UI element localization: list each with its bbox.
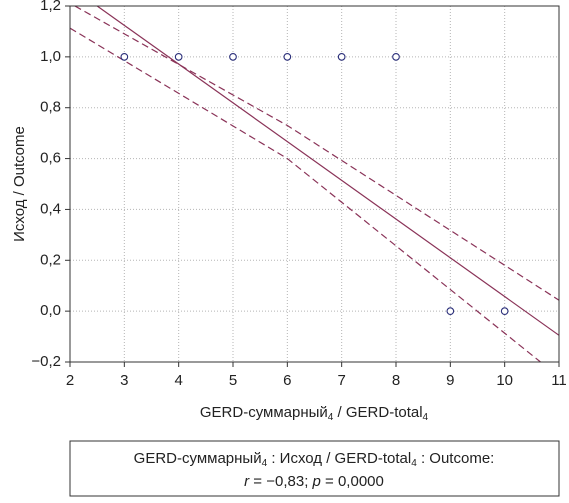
x-tick-label: 9: [446, 372, 454, 389]
x-tick-label: 3: [120, 372, 128, 389]
y-tick-label: 1,0: [40, 48, 61, 65]
x-label-sub: 4: [423, 412, 429, 423]
confidence-band-upper: [74, 6, 559, 301]
y-tick-label: 0,2: [40, 251, 61, 268]
x-tick-label: 11: [551, 372, 567, 389]
x-tick-label: 5: [229, 372, 237, 389]
data-point: [337, 53, 346, 61]
y-tick-label: 0,4: [40, 200, 61, 217]
caption-part: r: [244, 473, 250, 490]
caption-part: : Outcome:: [417, 450, 495, 467]
x-label-sub: 4: [328, 412, 334, 423]
y-tick-label: 0,8: [40, 99, 61, 116]
caption-sub: 4: [262, 458, 268, 469]
data-point: [174, 53, 183, 61]
x-tick-label: 10: [496, 372, 513, 389]
x-tick-label: 8: [392, 372, 400, 389]
caption-part: : Исход / GERD-total: [267, 450, 411, 467]
x-tick-label: 6: [283, 372, 291, 389]
caption-line-1: GERD-суммарный4 : Исход / GERD-total4 : …: [134, 450, 495, 469]
y-axis-label: Исход / Outcome: [11, 126, 28, 242]
x-label-part: / GERD-total: [333, 404, 422, 421]
data-point: [392, 53, 400, 61]
caption-box: [69, 440, 560, 497]
data-point: [500, 307, 509, 315]
caption-line-2: r = −0,83; p = 0,0000: [244, 473, 384, 490]
plot-frame: [69, 5, 560, 363]
caption-part: p: [312, 473, 321, 490]
data-point: [446, 307, 455, 315]
confidence-band-lower: [70, 27, 541, 362]
caption-part: = 0,0000: [321, 473, 384, 490]
caption-part: = −0,83;: [249, 473, 312, 490]
y-tick-label: −0,2: [31, 353, 61, 370]
regression-line: [96, 6, 559, 336]
x-tick-label: 2: [66, 372, 74, 389]
data-point: [283, 53, 292, 61]
caption-part: GERD-суммарный: [134, 450, 262, 467]
data-point: [120, 53, 129, 61]
x-tick-label: 4: [174, 372, 182, 389]
y-tick-label: 0,6: [40, 150, 61, 167]
y-tick-label: 1,2: [40, 0, 61, 14]
x-tick-label: 7: [337, 372, 345, 389]
x-label-part: GERD-суммарный: [200, 404, 328, 421]
y-tick-label: 0,0: [40, 302, 61, 319]
data-point: [229, 53, 237, 61]
caption-sub: 4: [411, 458, 417, 469]
x-axis-label: GERD-суммарный4 / GERD-total4: [200, 404, 429, 423]
